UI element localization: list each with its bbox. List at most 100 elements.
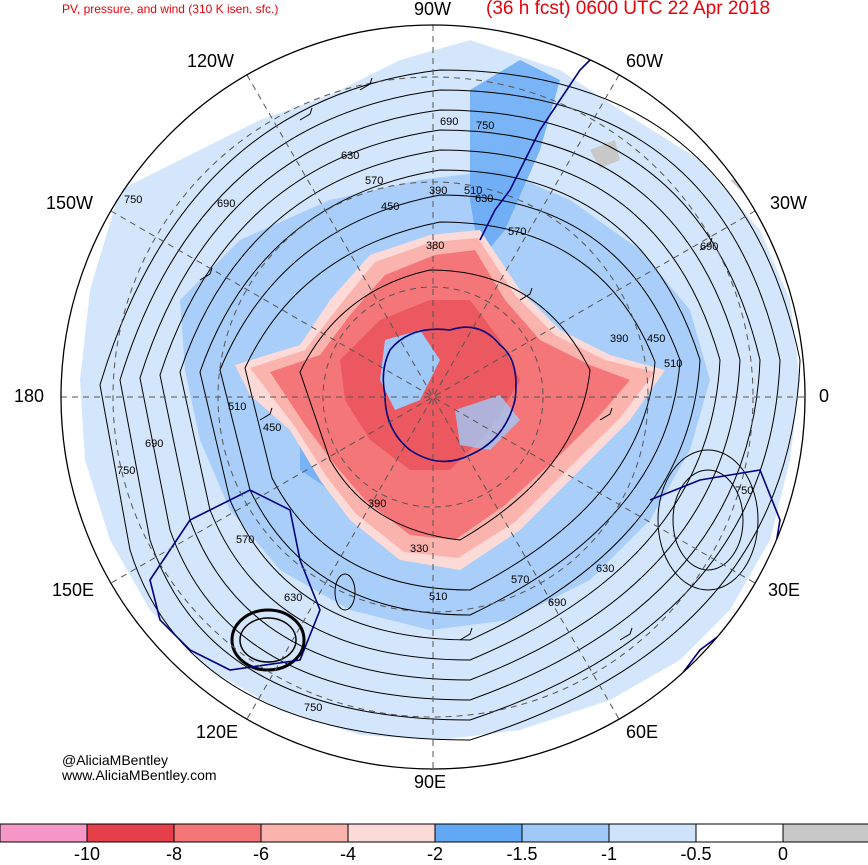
pv-blue-filament bbox=[455, 395, 520, 450]
lon-label-150e: 150E bbox=[52, 580, 95, 600]
colorbar-tick-label: -10 bbox=[73, 844, 101, 864]
colorbar-tick-label: -6 bbox=[252, 844, 270, 864]
colorbar-bin bbox=[434, 823, 523, 843]
south-america-coastline bbox=[479, 49, 601, 241]
wind-barbs bbox=[199, 77, 713, 641]
contour-label: 390 bbox=[610, 333, 628, 345]
lon-label-30w: 30W bbox=[770, 193, 808, 213]
meridian-line bbox=[110, 210, 756, 584]
colorbar bbox=[0, 823, 868, 843]
colorbar-bin bbox=[521, 823, 610, 843]
contour-label: 750 bbox=[476, 120, 494, 132]
wind-barb bbox=[619, 627, 633, 641]
latitude-circle bbox=[322, 286, 544, 508]
australia-coastline bbox=[149, 489, 321, 671]
pressure-contour bbox=[244, 221, 656, 591]
colorbar-tick-label: -4 bbox=[339, 844, 357, 864]
colorbar-tick-label: -0.5 bbox=[680, 844, 712, 864]
pressure-contour bbox=[219, 194, 681, 616]
contour-label: 390 bbox=[429, 185, 447, 197]
colorbar-bin bbox=[347, 823, 436, 843]
meridian-line bbox=[246, 74, 620, 720]
colorbar-bin bbox=[782, 823, 868, 843]
meridian-line bbox=[246, 74, 620, 720]
credit-website: www.AliciaMBentley.com bbox=[62, 767, 217, 783]
contour-label: 450 bbox=[381, 201, 399, 213]
colorbar-tick-label: -1 bbox=[600, 844, 618, 864]
colorbar-bin bbox=[173, 823, 262, 843]
contour-label: 690 bbox=[548, 597, 566, 609]
forecast-valid-time: (36 h fcst) 0600 UTC 22 Apr 2018 bbox=[486, 0, 771, 19]
lon-label-120e: 120E bbox=[196, 722, 239, 742]
lon-label-60w: 60W bbox=[626, 51, 664, 71]
graticule bbox=[61, 25, 805, 769]
contour-label: 750 bbox=[735, 485, 753, 497]
lon-label-90w: 90W bbox=[414, 0, 452, 19]
contour-label: 750 bbox=[304, 702, 322, 714]
wind-barb bbox=[519, 287, 533, 301]
pressure-contour bbox=[239, 617, 297, 663]
contour-label: 750 bbox=[117, 465, 135, 477]
antarctica-coastline bbox=[382, 326, 517, 463]
pressure-contour bbox=[179, 149, 721, 661]
contour-label: 750 bbox=[124, 194, 142, 206]
pressure-contour bbox=[299, 269, 591, 541]
contour-label: 690 bbox=[145, 438, 163, 450]
pressure-contour bbox=[230, 608, 306, 672]
colorbar-tick-label: -2 bbox=[426, 844, 444, 864]
contour-label: 630 bbox=[475, 193, 493, 205]
lon-label-30e: 30E bbox=[768, 580, 801, 600]
wind-barb bbox=[199, 267, 213, 281]
contour-label: 570 bbox=[236, 534, 254, 546]
contour-label: 390 bbox=[368, 498, 386, 510]
lon-label-90e: 90E bbox=[414, 772, 447, 792]
lon-label-60e: 60E bbox=[626, 722, 659, 742]
pressure-contours bbox=[99, 69, 801, 741]
contour-label: 380 bbox=[426, 240, 444, 252]
contour-label: 630 bbox=[341, 150, 359, 162]
lon-label-150w: 150W bbox=[46, 193, 94, 213]
pressure-contour bbox=[159, 129, 741, 681]
pv-grey-patch bbox=[590, 140, 620, 168]
colorbar-bin bbox=[695, 823, 784, 843]
pressure-contour bbox=[657, 449, 759, 591]
contour-label: 690 bbox=[217, 198, 235, 210]
wind-barb bbox=[699, 237, 713, 251]
wind-barb bbox=[359, 77, 373, 91]
contour-label: 450 bbox=[647, 333, 665, 345]
contour-label: 510 bbox=[664, 358, 682, 370]
pv-shading-layer bbox=[80, 40, 800, 740]
lon-label-180: 180 bbox=[14, 386, 45, 406]
pressure-contour bbox=[139, 109, 761, 701]
contour-label: 570 bbox=[511, 574, 529, 586]
pressure-contour bbox=[672, 469, 744, 571]
contour-label: 690 bbox=[700, 241, 718, 253]
colorbar-bin bbox=[0, 823, 88, 843]
colorbar-tick-label: -1.5 bbox=[506, 844, 538, 864]
pressure-contour bbox=[99, 69, 801, 741]
map-boundary bbox=[60, 24, 806, 770]
colorbar-bin bbox=[608, 823, 697, 843]
pv-blue-filament bbox=[380, 330, 440, 410]
wind-barb bbox=[599, 407, 613, 421]
lon-label-0: 0 bbox=[819, 386, 830, 406]
meridian-line bbox=[110, 210, 756, 584]
colorbar-tick-label: 0 bbox=[777, 844, 789, 864]
wind-barb bbox=[299, 107, 313, 121]
pressure-contour bbox=[334, 573, 356, 611]
contour-label: 450 bbox=[263, 422, 281, 434]
product-title: PV, pressure, and wind (310 K isen. sfc.… bbox=[62, 2, 279, 16]
pv-dark-blue-streak bbox=[470, 60, 560, 260]
contour-label: 510 bbox=[429, 591, 447, 603]
contour-label: 510 bbox=[464, 185, 482, 197]
contour-label: 630 bbox=[284, 592, 302, 604]
pressure-contour bbox=[199, 169, 701, 641]
contour-label: 690 bbox=[440, 116, 458, 128]
contour-label: 330 bbox=[410, 543, 428, 555]
latitude-circle bbox=[112, 76, 754, 718]
contour-label: 570 bbox=[365, 175, 383, 187]
contour-label: 570 bbox=[508, 226, 526, 238]
pressure-contour bbox=[119, 89, 781, 721]
credit-handle: @AliciaMBentley bbox=[62, 752, 169, 768]
